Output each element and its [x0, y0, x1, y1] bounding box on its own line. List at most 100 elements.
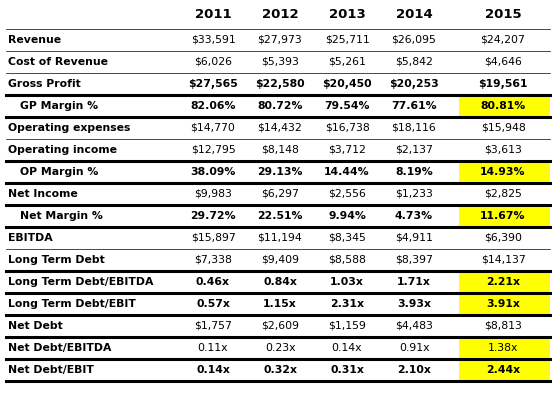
Text: Long Term Debt/EBITDA: Long Term Debt/EBITDA [8, 277, 153, 287]
Text: $18,116: $18,116 [391, 123, 437, 133]
Text: $22,580: $22,580 [255, 79, 305, 89]
Text: $6,026: $6,026 [194, 57, 232, 67]
Text: 2.21x: 2.21x [486, 277, 520, 287]
Text: $5,393: $5,393 [261, 57, 299, 67]
Text: $4,646: $4,646 [484, 57, 522, 67]
Bar [459, 205, 550, 227]
Text: $24,207: $24,207 [481, 35, 526, 45]
Text: $14,432: $14,432 [258, 123, 302, 133]
Text: 77.61%: 77.61% [391, 101, 437, 111]
Text: 0.84x: 0.84x [263, 277, 297, 287]
Text: 2012: 2012 [262, 8, 298, 21]
Text: $27,565: $27,565 [188, 79, 238, 89]
Text: $27,973: $27,973 [258, 35, 302, 45]
Text: 0.23x: 0.23x [265, 343, 295, 353]
Text: $6,390: $6,390 [484, 233, 522, 243]
Text: $8,588: $8,588 [328, 255, 366, 265]
Text: $2,609: $2,609 [261, 321, 299, 331]
Text: $20,450: $20,450 [322, 79, 372, 89]
Text: 2014: 2014 [396, 8, 432, 21]
Text: $1,757: $1,757 [194, 321, 232, 331]
Text: 0.14x: 0.14x [196, 365, 230, 375]
Bar [459, 359, 550, 381]
Text: $16,738: $16,738 [325, 123, 369, 133]
Text: 3.91x: 3.91x [486, 299, 520, 309]
Text: $2,137: $2,137 [395, 145, 433, 155]
Text: 0.31x: 0.31x [330, 365, 364, 375]
Text: 80.81%: 80.81% [480, 101, 526, 111]
Text: 11.67%: 11.67% [480, 211, 526, 221]
Text: $15,897: $15,897 [190, 233, 235, 243]
Text: $14,770: $14,770 [190, 123, 236, 133]
Text: $15,948: $15,948 [481, 123, 526, 133]
Text: 80.72%: 80.72% [257, 101, 302, 111]
Text: $4,911: $4,911 [395, 233, 433, 243]
Text: OP Margin %: OP Margin % [20, 167, 98, 177]
Text: Operating income: Operating income [8, 145, 117, 155]
Text: $19,561: $19,561 [478, 79, 528, 89]
Text: Net Debt/EBIT: Net Debt/EBIT [8, 365, 94, 375]
Text: $11,194: $11,194 [258, 233, 302, 243]
Text: 2.31x: 2.31x [330, 299, 364, 309]
Text: 38.09%: 38.09% [190, 167, 236, 177]
Text: $25,711: $25,711 [325, 35, 369, 45]
Text: Long Term Debt: Long Term Debt [8, 255, 105, 265]
Text: $4,483: $4,483 [395, 321, 433, 331]
Text: 82.06%: 82.06% [190, 101, 236, 111]
Text: $8,345: $8,345 [328, 233, 366, 243]
Text: 1.03x: 1.03x [330, 277, 364, 287]
Text: Revenue: Revenue [8, 35, 61, 45]
Text: $2,556: $2,556 [328, 189, 366, 199]
Text: 2015: 2015 [485, 8, 521, 21]
Text: 2.44x: 2.44x [486, 365, 520, 375]
Text: 3.93x: 3.93x [397, 299, 431, 309]
Text: $2,825: $2,825 [484, 189, 522, 199]
Text: $9,983: $9,983 [194, 189, 232, 199]
Text: 2.10x: 2.10x [397, 365, 431, 375]
Text: 14.93%: 14.93% [480, 167, 526, 177]
Text: 14.44%: 14.44% [324, 167, 370, 177]
Text: $14,137: $14,137 [481, 255, 526, 265]
Text: 1.71x: 1.71x [397, 277, 431, 287]
Text: 29.13%: 29.13% [257, 167, 302, 177]
Text: 9.94%: 9.94% [328, 211, 366, 221]
Text: 0.57x: 0.57x [196, 299, 230, 309]
Text: Net Debt: Net Debt [8, 321, 63, 331]
Text: 0.46x: 0.46x [196, 277, 230, 287]
Text: 0.32x: 0.32x [263, 365, 297, 375]
Text: 2013: 2013 [328, 8, 365, 21]
Bar [459, 337, 550, 359]
Text: $20,253: $20,253 [389, 79, 439, 89]
Text: 1.38x: 1.38x [488, 343, 518, 353]
Text: $9,409: $9,409 [261, 255, 299, 265]
Text: 0.91x: 0.91x [399, 343, 429, 353]
Text: $3,613: $3,613 [484, 145, 522, 155]
Text: $6,297: $6,297 [261, 189, 299, 199]
Text: $7,338: $7,338 [194, 255, 232, 265]
Bar [459, 293, 550, 315]
Bar [459, 161, 550, 183]
Text: Net Debt/EBITDA: Net Debt/EBITDA [8, 343, 112, 353]
Text: Cost of Revenue: Cost of Revenue [8, 57, 108, 67]
Text: GP Margin %: GP Margin % [20, 101, 98, 111]
Text: 79.54%: 79.54% [324, 101, 370, 111]
Text: Net Income: Net Income [8, 189, 78, 199]
Text: 2011: 2011 [195, 8, 231, 21]
Text: $8,813: $8,813 [484, 321, 522, 331]
Text: Gross Profit: Gross Profit [8, 79, 81, 89]
Text: Long Term Debt/EBIT: Long Term Debt/EBIT [8, 299, 136, 309]
Text: $33,591: $33,591 [190, 35, 235, 45]
Text: $3,712: $3,712 [328, 145, 366, 155]
Text: 8.19%: 8.19% [395, 167, 433, 177]
Text: Net Margin %: Net Margin % [20, 211, 103, 221]
Text: EBITDA: EBITDA [8, 233, 52, 243]
Text: $1,159: $1,159 [328, 321, 366, 331]
Bar [459, 95, 550, 117]
Text: $26,095: $26,095 [391, 35, 437, 45]
Text: $8,148: $8,148 [261, 145, 299, 155]
Text: $5,261: $5,261 [328, 57, 366, 67]
Bar [459, 271, 550, 293]
Text: Operating expenses: Operating expenses [8, 123, 130, 133]
Text: 0.14x: 0.14x [332, 343, 362, 353]
Text: $5,842: $5,842 [395, 57, 433, 67]
